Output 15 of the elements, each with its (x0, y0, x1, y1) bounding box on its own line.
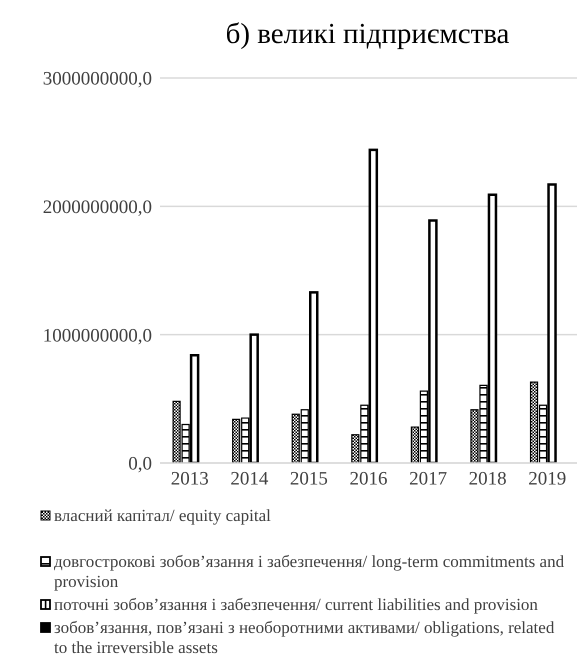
y-tick-label: 0,0 (128, 454, 152, 475)
x-tick-label: 2018 (468, 468, 507, 490)
x-tick-label: 2014 (230, 468, 269, 490)
y-tick-label: 3000000000,0 (42, 68, 152, 90)
y-tick-label: 2000000000,0 (42, 197, 152, 218)
x-tick-label: 2017 (409, 468, 448, 490)
x-tick-label: 2019 (528, 468, 566, 490)
x-tick-label: 2013 (170, 468, 209, 490)
x-tick-label: 2016 (350, 468, 388, 490)
y-tick-label: 1000000000,0 (42, 325, 152, 346)
chart-title: б) великі підприємства (224, 18, 510, 52)
legend-label: зобов’язання, пов’язані з необоротними активами/ obligations, related to the irreversible assets (54, 618, 556, 658)
legend-label: поточні зобов’язання і забезпечення/ current liabilities and provision (54, 595, 538, 615)
legend-label: власний капітал/ equity capital (54, 506, 271, 526)
x-tick-label: 2015 (290, 468, 328, 490)
